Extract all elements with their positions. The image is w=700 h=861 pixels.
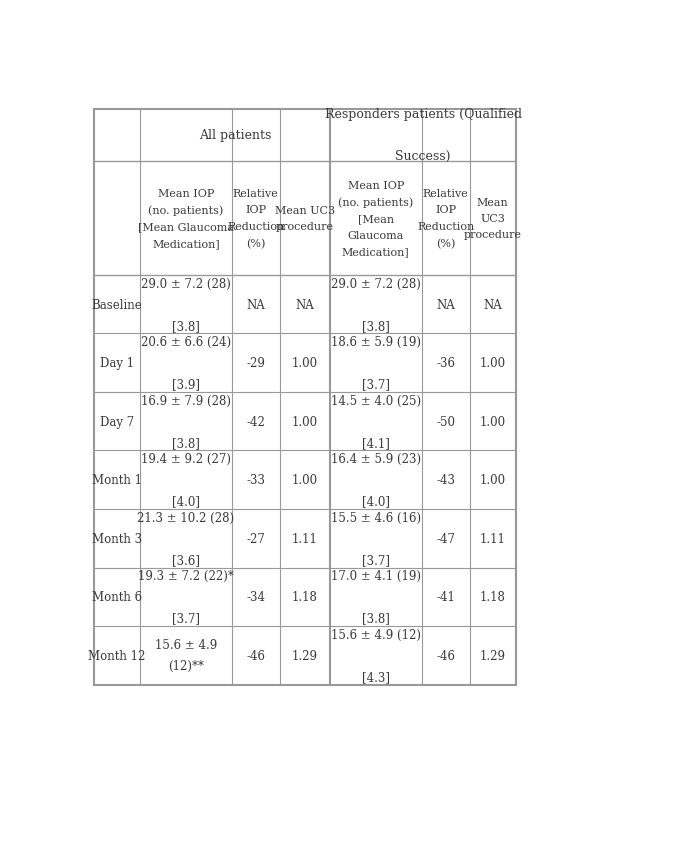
- Text: NA: NA: [295, 298, 314, 312]
- Text: -50: -50: [436, 415, 455, 428]
- Text: Mean IOP
(no. patients)
[Mean
Glaucoma
Medication]: Mean IOP (no. patients) [Mean Glaucoma M…: [338, 181, 414, 257]
- Text: -46: -46: [246, 649, 265, 662]
- Text: All patients: All patients: [199, 129, 272, 142]
- Text: Month 3: Month 3: [92, 532, 142, 545]
- Text: Baseline: Baseline: [92, 298, 142, 312]
- Text: 20.6 ± 6.6 (24)

[3.9]: 20.6 ± 6.6 (24) [3.9]: [141, 336, 231, 391]
- Text: -36: -36: [436, 356, 455, 369]
- Text: Relative
IOP
Reduction
(%): Relative IOP Reduction (%): [227, 189, 284, 249]
- Text: 29.0 ± 7.2 (28)

[3.8]: 29.0 ± 7.2 (28) [3.8]: [331, 277, 421, 332]
- Text: 1.11: 1.11: [292, 532, 318, 545]
- Text: 15.6 ± 4.9
(12)**: 15.6 ± 4.9 (12)**: [155, 639, 217, 672]
- Text: 1.11: 1.11: [480, 532, 506, 545]
- Text: 16.4 ± 5.9 (23)

[4.0]: 16.4 ± 5.9 (23) [4.0]: [330, 453, 421, 508]
- Text: Mean IOP
(no. patients)
[Mean Glaucoma
Medication]: Mean IOP (no. patients) [Mean Glaucoma M…: [138, 189, 234, 249]
- Text: -42: -42: [246, 415, 265, 428]
- Text: 15.6 ± 4.9 (12)

[4.3]: 15.6 ± 4.9 (12) [4.3]: [331, 628, 421, 683]
- Text: 1.00: 1.00: [480, 356, 506, 369]
- Text: 1.18: 1.18: [480, 591, 506, 604]
- Text: Month 6: Month 6: [92, 591, 142, 604]
- Text: -34: -34: [246, 591, 265, 604]
- Text: 21.3 ± 10.2 (28)

[3.6]: 21.3 ± 10.2 (28) [3.6]: [137, 511, 235, 566]
- Text: Month 12: Month 12: [88, 649, 146, 662]
- Text: Mean UC3
procedure: Mean UC3 procedure: [275, 206, 335, 232]
- Text: -47: -47: [436, 532, 455, 545]
- Text: 1.00: 1.00: [292, 474, 318, 486]
- Text: Day 7: Day 7: [100, 415, 134, 428]
- Text: 1.18: 1.18: [292, 591, 318, 604]
- Text: Day 1: Day 1: [100, 356, 134, 369]
- Text: 1.00: 1.00: [292, 356, 318, 369]
- Text: -43: -43: [436, 474, 455, 486]
- Text: 16.9 ± 7.9 (28)

[3.8]: 16.9 ± 7.9 (28) [3.8]: [141, 394, 231, 449]
- Text: -29: -29: [246, 356, 265, 369]
- Text: 15.5 ± 4.6 (16)

[3.7]: 15.5 ± 4.6 (16) [3.7]: [330, 511, 421, 566]
- Text: 19.3 ± 7.2 (22)*

[3.7]: 19.3 ± 7.2 (22)* [3.7]: [138, 570, 234, 624]
- Text: -41: -41: [436, 591, 455, 604]
- Text: Relative
IOP
Reduction
(%): Relative IOP Reduction (%): [417, 189, 474, 249]
- Text: Month 1: Month 1: [92, 474, 142, 486]
- Text: 19.4 ± 9.2 (27)

[4.0]: 19.4 ± 9.2 (27) [4.0]: [141, 453, 231, 508]
- Text: -27: -27: [246, 532, 265, 545]
- Text: 1.00: 1.00: [480, 474, 506, 486]
- Text: -33: -33: [246, 474, 265, 486]
- Text: 1.00: 1.00: [292, 415, 318, 428]
- Text: NA: NA: [484, 298, 502, 312]
- Text: NA: NA: [436, 298, 455, 312]
- Text: 29.0 ± 7.2 (28)

[3.8]: 29.0 ± 7.2 (28) [3.8]: [141, 277, 231, 332]
- Text: NA: NA: [246, 298, 265, 312]
- Text: Responders patients (Qualified

Success): Responders patients (Qualified Success): [325, 108, 522, 163]
- Text: -46: -46: [436, 649, 455, 662]
- Text: Mean
UC3
procedure: Mean UC3 procedure: [464, 197, 522, 240]
- Text: 18.6 ± 5.9 (19)

[3.7]: 18.6 ± 5.9 (19) [3.7]: [331, 336, 421, 391]
- Text: 17.0 ± 4.1 (19)

[3.8]: 17.0 ± 4.1 (19) [3.8]: [331, 570, 421, 624]
- Text: 1.29: 1.29: [292, 649, 318, 662]
- Text: 1.29: 1.29: [480, 649, 506, 662]
- Text: 14.5 ± 4.0 (25)

[4.1]: 14.5 ± 4.0 (25) [4.1]: [330, 394, 421, 449]
- Text: 1.00: 1.00: [480, 415, 506, 428]
